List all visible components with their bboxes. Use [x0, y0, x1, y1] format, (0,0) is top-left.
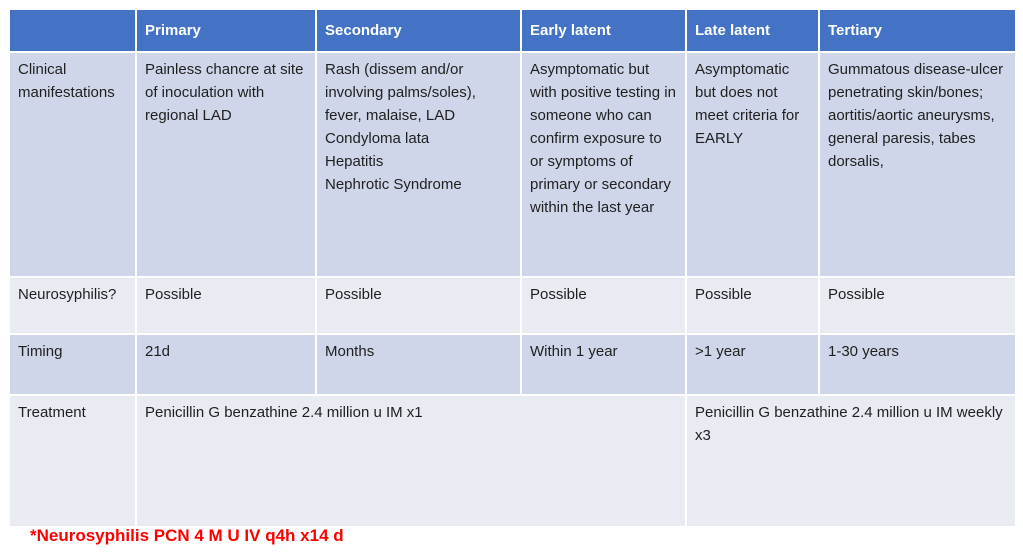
cell-treatment-primary-to-early-latent: Penicillin G benzathine 2.4 million u IM… [135, 394, 687, 528]
header-cell-tertiary: Tertiary [818, 8, 1017, 53]
header-cell-late-latent: Late latent [685, 8, 820, 53]
header-cell-blank [8, 8, 137, 53]
cell-timing-early-latent: Within 1 year [520, 333, 687, 396]
row-clinical-manifestations: Clinical manifestations Painless chancre… [8, 51, 1017, 278]
row-label-treatment: Treatment [8, 394, 137, 528]
row-label-neurosyphilis: Neurosyphilis? [8, 276, 137, 335]
header-cell-primary: Primary [135, 8, 317, 53]
cell-neuro-secondary: Possible [315, 276, 522, 335]
cell-timing-tertiary: 1-30 years [818, 333, 1017, 396]
header-cell-early-latent: Early latent [520, 8, 687, 53]
table-header-row: Primary Secondary Early latent Late late… [8, 8, 1017, 53]
row-neurosyphilis: Neurosyphilis? Possible Possible Possibl… [8, 276, 1017, 335]
row-timing: Timing 21d Months Within 1 year >1 year … [8, 333, 1017, 396]
row-label-clinical-manifestations: Clinical manifestations [8, 51, 137, 278]
cell-clinical-tertiary: Gummatous disease-ulcer penetrating skin… [818, 51, 1017, 278]
neurosyphilis-footnote: *Neurosyphilis PCN 4 M U IV q4h x14 d [30, 526, 344, 545]
cell-clinical-secondary: Rash (dissem and/or involving palms/sole… [315, 51, 522, 278]
cell-clinical-early-latent: Asymptomatic but with positive testing i… [520, 51, 687, 278]
cell-timing-late-latent: >1 year [685, 333, 820, 396]
cell-neuro-primary: Possible [135, 276, 317, 335]
cell-neuro-late-latent: Possible [685, 276, 820, 335]
syphilis-stages-table: Primary Secondary Early latent Late late… [8, 8, 1017, 528]
cell-treatment-late-latent-tertiary: Penicillin G benzathine 2.4 million u IM… [685, 394, 1017, 528]
cell-neuro-early-latent: Possible [520, 276, 687, 335]
cell-neuro-tertiary: Possible [818, 276, 1017, 335]
row-treatment: Treatment Penicillin G benzathine 2.4 mi… [8, 394, 1017, 528]
header-cell-secondary: Secondary [315, 8, 522, 53]
cell-timing-primary: 21d [135, 333, 317, 396]
cell-clinical-late-latent: Asymptomatic but does not meet criteria … [685, 51, 820, 278]
cell-clinical-primary: Painless chancre at site of inoculation … [135, 51, 317, 278]
row-label-timing: Timing [8, 333, 137, 396]
cell-timing-secondary: Months [315, 333, 522, 396]
